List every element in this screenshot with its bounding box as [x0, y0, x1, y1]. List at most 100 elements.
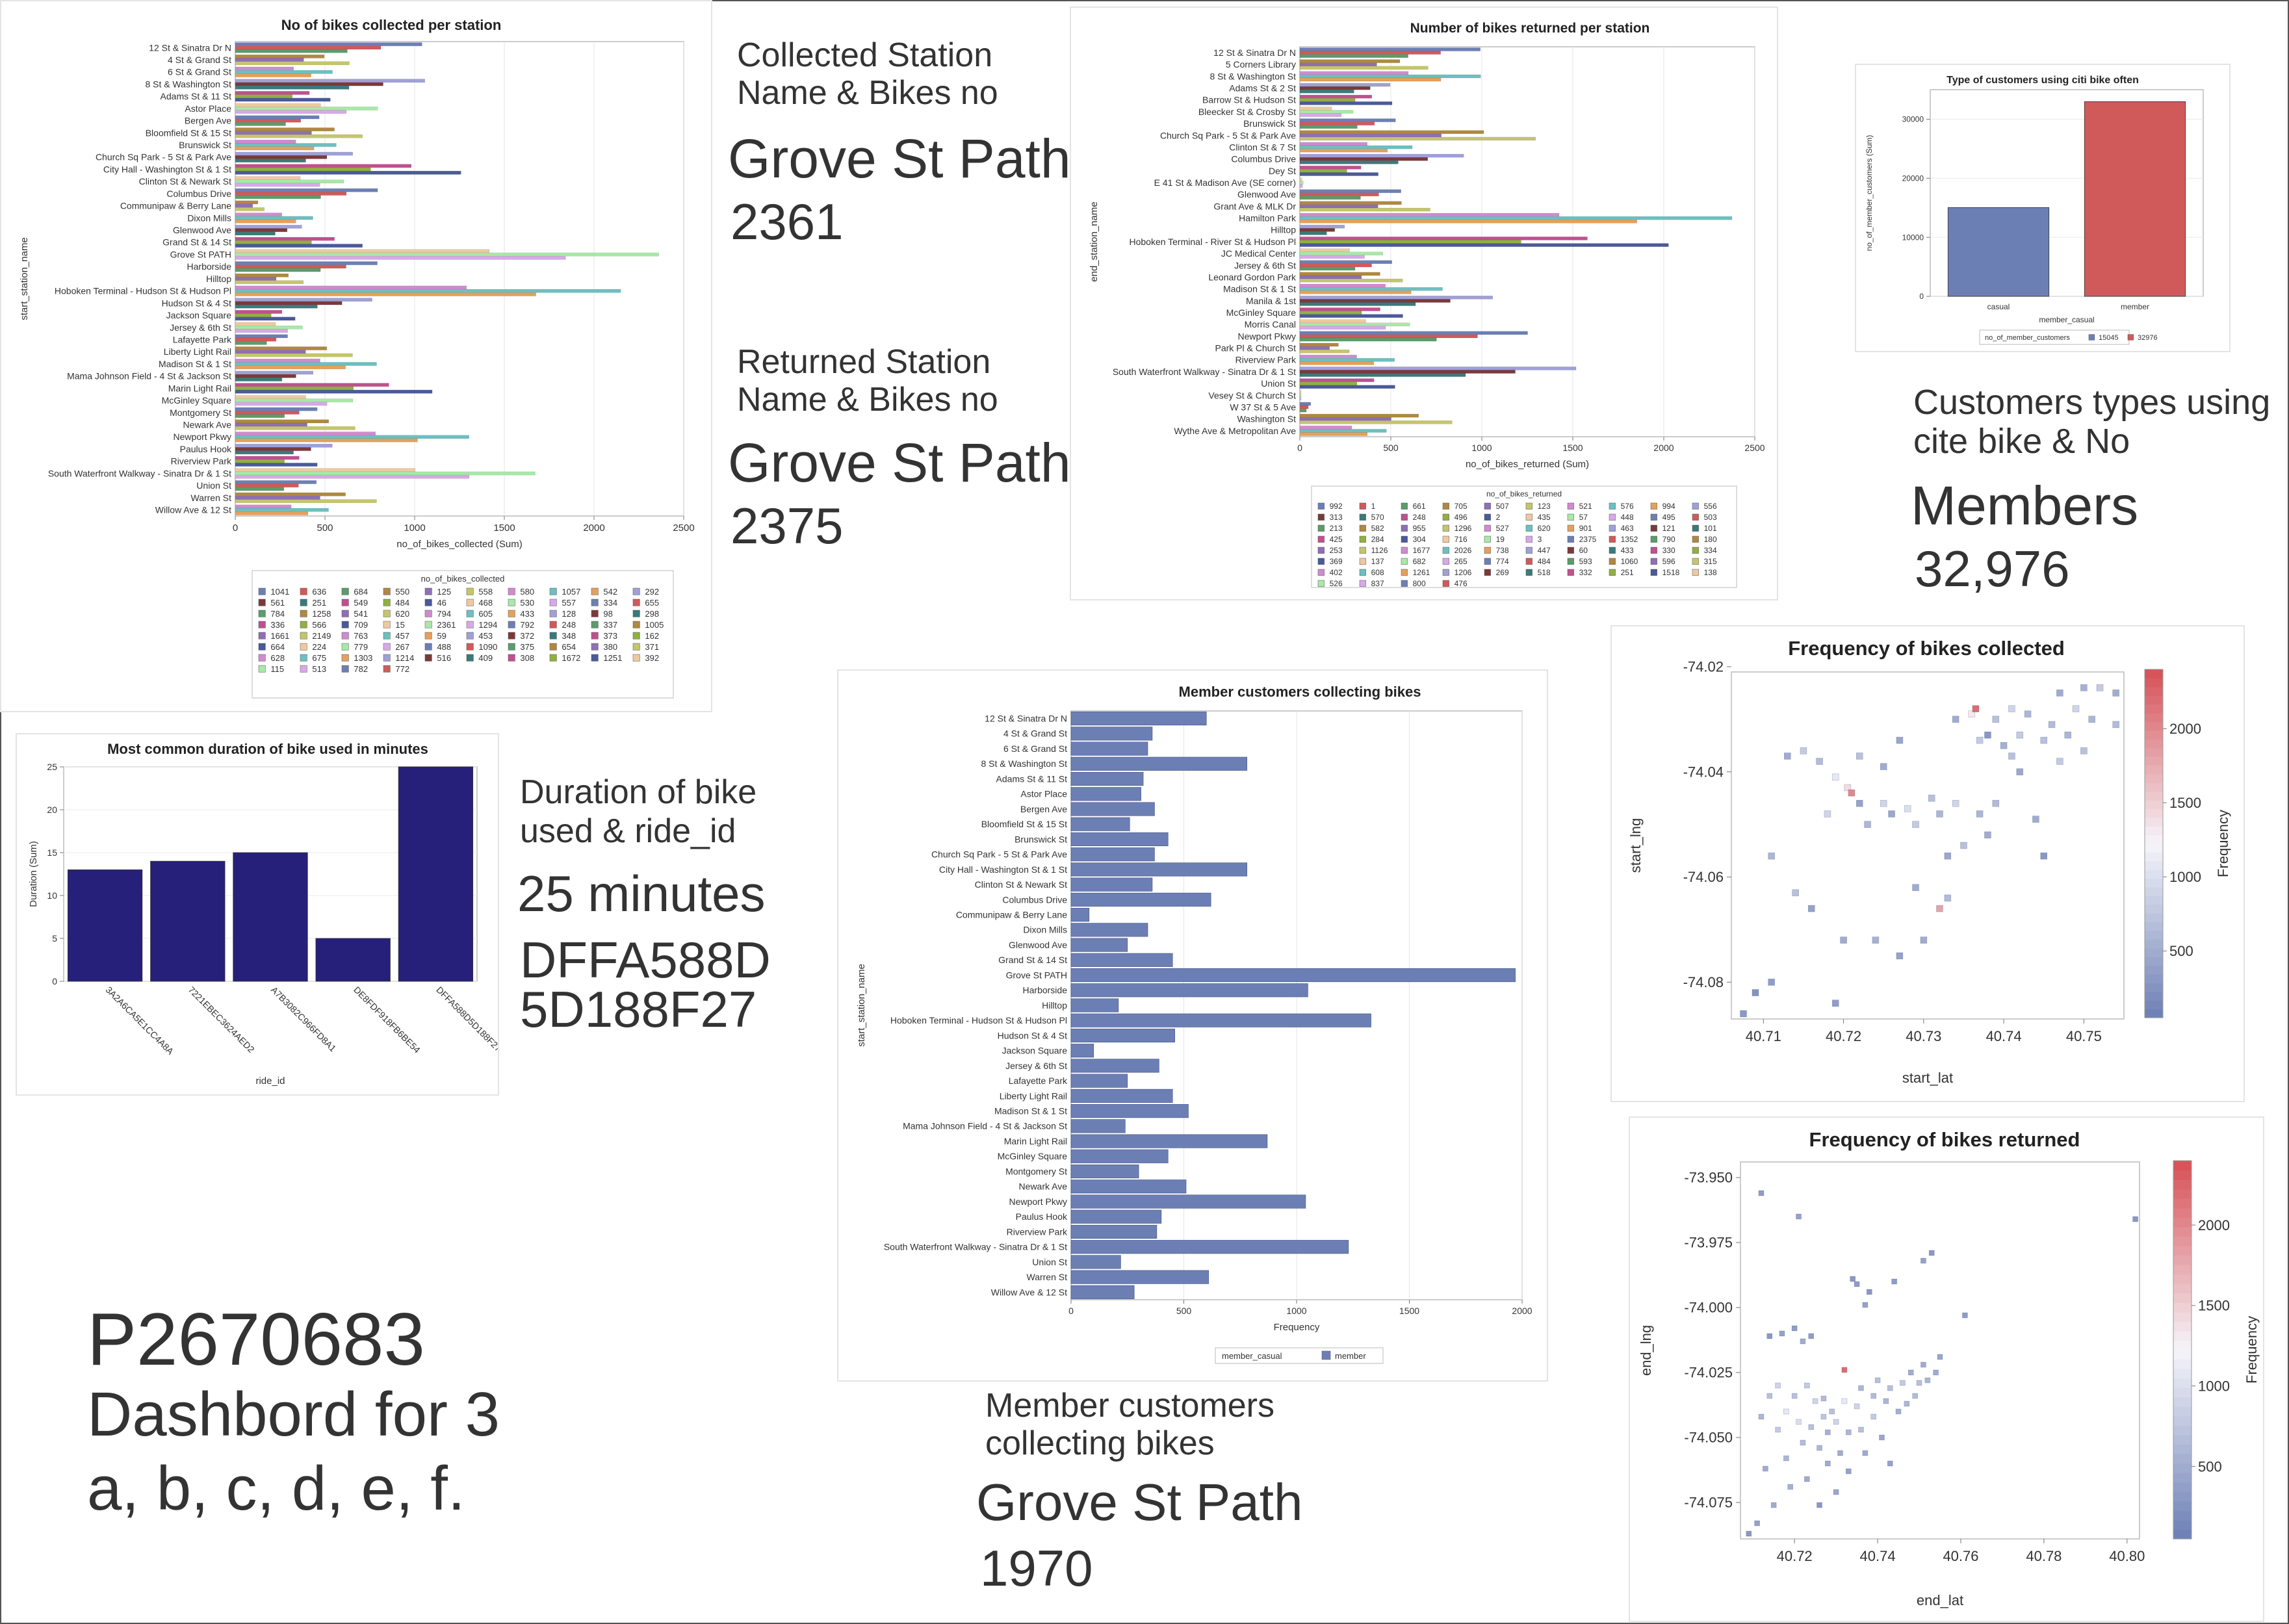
colorbar-step	[2145, 931, 2163, 940]
x-tick-label: 2000	[1653, 443, 1674, 453]
legend-swatch	[1359, 558, 1366, 565]
legend-swatch	[466, 654, 474, 662]
heat-cell	[1831, 999, 1839, 1007]
bar-segment	[235, 170, 461, 175]
legend-label: 576	[1621, 502, 1634, 511]
category-label: Hoboken Terminal - Hudson St & Hudson Pl	[890, 1015, 1067, 1025]
category-label: Brunswick St	[1015, 834, 1067, 844]
legend-swatch	[1525, 524, 1532, 532]
legend-label: 782	[354, 664, 368, 674]
x-tick-label: 1500	[1399, 1306, 1419, 1316]
legend-label: 298	[645, 609, 659, 619]
x-tick-label: 2000	[583, 522, 604, 534]
colorbar-label: Frequency	[2244, 1316, 2260, 1384]
bar-segment	[1299, 367, 1577, 370]
bar-segment	[1299, 189, 1401, 193]
legend-swatch	[1609, 513, 1616, 521]
bar	[1947, 207, 2050, 297]
category-label: Church Sq Park - 5 St & Park Ave	[931, 849, 1067, 860]
category-label: Bergen Ave	[185, 116, 231, 126]
legend-swatch	[383, 587, 391, 595]
heat-cell	[1872, 936, 1880, 944]
colorbar-step	[2173, 1321, 2192, 1332]
bar-segment	[1299, 142, 1368, 146]
bar-segment	[235, 252, 659, 257]
category-label: 12 St & Sinatra Dr N	[1213, 47, 1296, 58]
report-subtitle-line2: Dashbord for 3	[87, 1380, 500, 1449]
colorbar-step	[2173, 1519, 2192, 1530]
category-label: 12 St & Sinatra Dr N	[985, 714, 1067, 724]
bar-segment	[1299, 83, 1391, 87]
bar-segment	[1299, 378, 1375, 382]
heat-cell	[1792, 889, 1799, 897]
y-tick-label: -74.000	[1684, 1300, 1733, 1316]
y-tick-label: -74.02	[1683, 659, 1724, 675]
bar-segment	[1299, 275, 1362, 279]
heat-cell	[1924, 1377, 1931, 1384]
bar-segment	[235, 97, 331, 102]
freq-collected-chart: Frequency of bikes collected 40.71 40.72 40…	[1627, 637, 2231, 1086]
bar-segment	[1299, 287, 1443, 291]
legend-swatch	[341, 610, 349, 617]
y-tick-label: 10	[47, 890, 57, 901]
bar-segment	[1299, 47, 1481, 51]
legend-swatch	[300, 632, 307, 639]
customers-value: 32,976	[1915, 540, 2070, 597]
heat-cell	[1758, 1190, 1765, 1196]
heat-cell	[2032, 816, 2039, 823]
legend-swatch	[549, 599, 557, 606]
colorbar-step	[2145, 913, 2163, 923]
bar-segment	[1299, 322, 1410, 327]
colorbar-step	[2173, 1265, 2192, 1275]
bar-segment	[1299, 51, 1441, 55]
legend-label: 253	[1330, 546, 1343, 555]
legend-label: 784	[270, 609, 285, 619]
bar	[1070, 1028, 1175, 1043]
bar-segment	[1299, 224, 1345, 229]
bar-segment	[1299, 342, 1339, 347]
category-label: Washington St	[1237, 414, 1296, 424]
bar-segment	[235, 213, 282, 217]
bar-segment	[235, 285, 467, 290]
x-tick-label: 40.74	[1860, 1548, 1896, 1564]
category-label: Adams St & 11 St	[161, 91, 232, 101]
category-label: Newport Pkwy	[174, 432, 231, 442]
legend-label: 772	[395, 664, 409, 674]
legend-swatch	[341, 587, 349, 595]
heat-cell	[1840, 936, 1847, 944]
chart-title: Frequency of bikes collected	[1788, 637, 2065, 660]
legend-label: 248	[1413, 513, 1426, 522]
bar-segment	[235, 268, 321, 272]
colorbar-step	[2145, 974, 2163, 983]
heat-cell	[1783, 1408, 1789, 1415]
bar-segment	[235, 91, 310, 95]
legend-label: 580	[520, 587, 534, 597]
legend-label: 1518	[1662, 568, 1680, 577]
bar-segment	[1299, 94, 1372, 99]
category-label: Madison St & 1 St	[1223, 284, 1296, 294]
bar-segment	[1299, 420, 1453, 424]
category-label: Astor Place	[185, 103, 231, 114]
legend-swatch	[424, 587, 432, 595]
heat-cell	[1880, 799, 1887, 807]
legend-label: 654	[562, 642, 576, 652]
category-label: McGinley Square	[1226, 307, 1297, 318]
heat-cell	[2112, 721, 2119, 728]
category-label: Union St	[1032, 1257, 1067, 1267]
y-tick-label: 20	[47, 805, 57, 815]
bar-segment	[235, 474, 470, 479]
legend-swatch	[591, 654, 599, 662]
category-label: Communipaw & Berry Lane	[120, 201, 231, 211]
heat-cell	[1900, 1380, 1906, 1386]
colorbar-step	[2145, 860, 2163, 870]
bar-segment	[1299, 326, 1386, 330]
bar	[1070, 1179, 1187, 1194]
legend-swatch	[632, 621, 640, 628]
x-tick-label: A7B3082C966FD8A1	[269, 985, 339, 1054]
category-label: Clinton St & Newark St	[975, 879, 1067, 890]
heat-cell	[1888, 810, 1895, 818]
heat-cell	[2024, 710, 2032, 718]
category-label: 12 St & Sinatra Dr N	[149, 42, 231, 53]
legend-swatch	[1484, 558, 1491, 565]
category-label: Madison St & 1 St	[159, 359, 231, 369]
